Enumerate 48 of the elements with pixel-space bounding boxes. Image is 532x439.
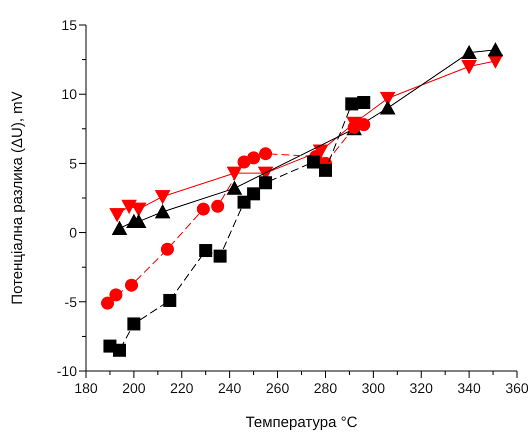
y-tick-label: 10	[61, 86, 78, 102]
y-tick-label: 0	[69, 224, 78, 241]
point	[345, 97, 358, 110]
y-tick-label: 15	[61, 17, 78, 33]
point	[101, 296, 114, 310]
point	[247, 187, 260, 200]
x-tick-label: 260	[266, 380, 290, 396]
point	[259, 147, 272, 160]
point	[318, 164, 332, 177]
point	[109, 208, 125, 222]
x-tick-label: 320	[410, 380, 434, 396]
point	[163, 294, 176, 307]
x-tick-label: 280	[314, 380, 338, 396]
y-tick-label: -5	[64, 294, 78, 310]
x-tick-label: 220	[170, 380, 194, 396]
x-tick-label: 240	[218, 380, 242, 396]
point	[259, 176, 272, 190]
point	[461, 60, 477, 74]
point	[357, 96, 370, 110]
point	[226, 166, 242, 181]
point	[127, 317, 140, 330]
x-tick-label: 300	[362, 380, 386, 396]
point	[306, 156, 320, 169]
y-tick-label: -10	[56, 363, 78, 379]
point	[357, 118, 370, 132]
point	[461, 44, 477, 60]
point	[247, 151, 260, 164]
x-tick-label: 180	[74, 380, 98, 396]
point	[211, 200, 224, 213]
point	[160, 242, 174, 256]
point	[380, 100, 396, 115]
y-tick-label: 5	[69, 155, 78, 172]
x-tick-label: 360	[505, 380, 529, 396]
point	[109, 288, 122, 302]
point	[196, 202, 210, 216]
point	[214, 250, 227, 263]
point	[154, 190, 170, 204]
x-axis-title: Температура °C	[246, 414, 358, 431]
point	[112, 220, 128, 235]
point	[488, 42, 504, 56]
point	[113, 344, 126, 357]
point	[199, 244, 212, 258]
y-axis-title: Потенціална разлика (ΔU), mV	[9, 91, 26, 305]
point	[226, 180, 242, 195]
point	[124, 278, 138, 292]
point	[154, 204, 170, 218]
x-tick-label: 200	[122, 380, 146, 396]
x-tick-label: 340	[457, 380, 482, 396]
